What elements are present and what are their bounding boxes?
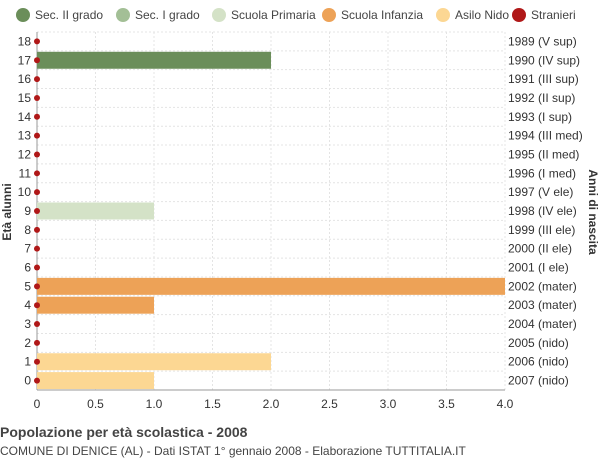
birth-year-tick-label: 1996 (I med) xyxy=(508,166,576,180)
stranieri-point-age-2 xyxy=(34,339,40,346)
stranieri-point-age-11 xyxy=(34,170,40,177)
stranieri-point-age-7 xyxy=(34,245,40,252)
age-tick-label: 2 xyxy=(24,336,31,350)
birth-year-tick-label: 2004 (mater) xyxy=(508,317,577,331)
stranieri-point-age-4 xyxy=(34,302,40,309)
legend-label: Asilo Nido xyxy=(455,8,509,22)
stranieri-point-age-12 xyxy=(34,151,40,158)
age-tick-label: 3 xyxy=(24,317,31,331)
stranieri-point-age-17 xyxy=(34,57,40,64)
birth-year-tick-label: 1998 (IV ele) xyxy=(508,204,577,218)
birth-year-tick-label: 1995 (II med) xyxy=(508,147,579,161)
age-tick-label: 8 xyxy=(24,223,31,237)
age-tick-label: 1 xyxy=(24,355,31,369)
legend-swatch xyxy=(16,8,30,22)
legend-swatch xyxy=(212,8,226,22)
x-tick-label: 0.5 xyxy=(87,397,104,411)
bar-age-1-asilo-nido xyxy=(37,353,271,371)
legend-label: Scuola Infanzia xyxy=(341,8,423,22)
stranieri-point-age-14 xyxy=(34,113,40,120)
legend-label: Sec. I grado xyxy=(135,8,200,22)
stranieri-point-age-15 xyxy=(34,94,40,101)
birth-year-tick-label: 2006 (nido) xyxy=(508,355,569,369)
chart-title: Popolazione per età scolastica - 2008 xyxy=(0,424,248,440)
birth-year-tick-label: 1990 (IV sup) xyxy=(508,53,580,67)
birth-year-tick-label: 1994 (III med) xyxy=(508,129,583,143)
legend: Sec. II grado Sec. I grado Scuola Primaria… xyxy=(16,8,576,22)
stranieri-point-age-5 xyxy=(34,283,40,290)
birth-year-tick-label: 1992 (II sup) xyxy=(508,91,575,105)
legend-label: Scuola Primaria xyxy=(231,8,316,22)
x-tick-label: 2.0 xyxy=(263,397,280,411)
x-tick-label: 4.0 xyxy=(497,397,514,411)
bar-age-9-scuola-primaria xyxy=(37,202,154,220)
bar-age-4-scuola-infanzia xyxy=(37,296,154,314)
bar-age-5-scuola-infanzia xyxy=(37,277,505,295)
chart: Sec. II grado Sec. I grado Scuola Primaria… xyxy=(0,8,600,411)
birth-year-tick-label: 1997 (V ele) xyxy=(508,185,573,199)
age-tick-label: 0 xyxy=(24,374,31,388)
stranieri-point-age-9 xyxy=(34,208,40,214)
birth-year-tick-label: 2005 (nido) xyxy=(508,336,569,350)
x-tick-label: 3.0 xyxy=(380,397,397,411)
age-tick-label: 11 xyxy=(19,166,32,180)
birth-year-tick-label: 1989 (V sup) xyxy=(508,34,577,48)
bar-age-0-asilo-nido xyxy=(37,372,154,390)
stranieri-point-age-6 xyxy=(34,264,40,271)
x-tick-label: 3.5 xyxy=(438,397,455,411)
birth-year-tick-label: 2007 (nido) xyxy=(508,374,569,388)
age-tick-label: 16 xyxy=(18,72,32,86)
bar-age-17-sec-ii-grado xyxy=(37,51,271,69)
age-tick-label: 13 xyxy=(18,129,32,143)
legend-swatch xyxy=(322,8,336,22)
age-tick-label: 14 xyxy=(18,110,32,124)
stranieri-point-age-3 xyxy=(34,321,40,328)
birth-year-tick-label: 1991 (III sup) xyxy=(508,72,579,86)
stranieri-point-age-0 xyxy=(34,377,40,384)
legend-label: Stranieri xyxy=(531,8,576,22)
legend-swatch xyxy=(436,8,450,22)
y-axis-title-left: Età alunni xyxy=(0,183,14,240)
y-axis-title-right: Anni di nascita xyxy=(586,169,600,255)
x-tick-labels: 0 0.5 1.0 1.5 2.0 2.5 3.0 3.5 4.0 xyxy=(34,397,514,411)
stranieri-point-age-13 xyxy=(34,132,40,139)
x-tick-label: 0 xyxy=(34,397,41,411)
age-tick-label: 10 xyxy=(18,185,32,199)
x-tick-label: 1.0 xyxy=(146,397,163,411)
legend-label: Sec. II grado xyxy=(35,8,103,22)
age-tick-label: 6 xyxy=(24,261,31,275)
bars xyxy=(37,51,505,390)
stranieri-markers xyxy=(34,38,40,384)
age-tick-label: 15 xyxy=(18,91,32,105)
stranieri-point-age-8 xyxy=(34,226,40,233)
stranieri-point-age-16 xyxy=(34,76,40,83)
legend-swatch xyxy=(116,8,130,22)
x-tick-label: 2.5 xyxy=(321,397,338,411)
age-tick-label: 12 xyxy=(18,147,32,161)
age-tick-label: 7 xyxy=(24,242,31,256)
x-tick-label: 1.5 xyxy=(204,397,221,411)
stranieri-point-age-18 xyxy=(34,38,40,45)
age-tick-label: 18 xyxy=(18,34,32,48)
birth-year-tick-labels: 1989 (V sup) 1990 (IV sup) 1991 (III sup) 1… xyxy=(508,34,583,387)
age-tick-label: 5 xyxy=(24,279,31,293)
stranieri-point-age-1 xyxy=(34,358,40,365)
birth-year-tick-label: 2002 (mater) xyxy=(508,279,577,293)
birth-year-tick-label: 2003 (mater) xyxy=(508,298,577,312)
legend-swatch xyxy=(512,8,526,22)
age-tick-label: 9 xyxy=(24,204,31,218)
age-tick-label: 4 xyxy=(24,298,31,312)
age-tick-label: 17 xyxy=(18,53,32,67)
birth-year-tick-label: 2001 (I ele) xyxy=(508,261,569,275)
birth-year-tick-label: 1993 (I sup) xyxy=(508,110,572,124)
birth-year-tick-label: 1999 (III ele) xyxy=(508,223,575,237)
stranieri-point-age-10 xyxy=(34,189,40,196)
chart-subtitle: COMUNE DI DENICE (AL) - Dati ISTAT 1° ge… xyxy=(0,444,466,458)
birth-year-tick-label: 2000 (II ele) xyxy=(508,242,572,256)
